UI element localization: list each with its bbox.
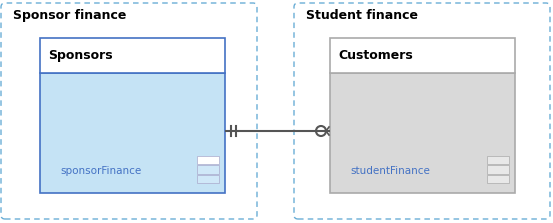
Bar bbox=[40, 38, 225, 73]
Bar bbox=[330, 73, 515, 193]
Text: Customers: Customers bbox=[338, 49, 413, 62]
Text: studentFinance: studentFinance bbox=[350, 166, 430, 176]
Text: Sponsor finance: Sponsor finance bbox=[13, 9, 127, 22]
Bar bbox=[40, 73, 225, 193]
Bar bbox=[487, 165, 509, 174]
Text: Sponsors: Sponsors bbox=[48, 49, 113, 62]
Bar bbox=[197, 156, 219, 164]
Bar bbox=[487, 156, 509, 164]
Text: Student finance: Student finance bbox=[306, 9, 418, 22]
Bar bbox=[197, 165, 219, 174]
Bar bbox=[487, 175, 509, 183]
Bar bbox=[330, 38, 515, 73]
Bar bbox=[197, 175, 219, 183]
Text: sponsorFinance: sponsorFinance bbox=[60, 166, 141, 176]
